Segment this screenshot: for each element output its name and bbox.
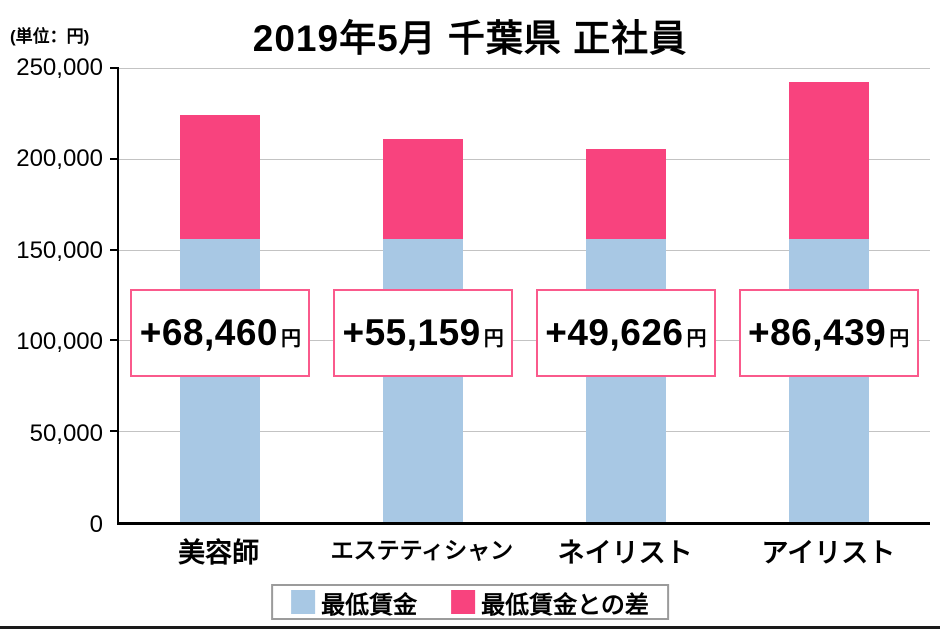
diff-label-box: +68,460 円 [130,288,311,377]
unit-label: (単位：円) [10,27,90,46]
segment-min-wage [180,239,261,522]
yen-suffix: 円 [889,327,910,350]
x-axis-label: エステティシャン [330,537,514,563]
segment-diff [788,82,869,240]
chart-title: 2019年5月 千葉県 正社員 [252,18,688,59]
x-axis-label: 美容師 [178,538,260,568]
diff-value: +86,439 [747,311,887,353]
y-tick-label: 0 [89,511,103,538]
yen-suffix: 円 [483,327,504,350]
gridline [119,431,930,433]
y-axis: 250,000 200,000 150,000 100,000 50,000 0 [0,54,109,538]
y-axis-tick [110,248,119,251]
y-axis-tick [110,339,119,342]
y-tick-label: 100,000 [16,328,103,356]
y-tick-label: 50,000 [29,419,103,447]
diff-label-box: +86,439 円 [738,288,919,377]
diff-label-box: +49,626 円 [535,288,716,377]
legend: 最低賃金 最低賃金との差 [271,584,669,620]
x-axis-label: アイリスト [761,538,896,568]
bar-3 [585,149,666,522]
diff-value: +49,626 [545,311,684,353]
bar-2 [383,139,464,522]
gridline [119,158,930,160]
y-tick-label: 150,000 [16,236,103,264]
gridline [119,249,930,251]
segment-min-wage [383,239,464,522]
segment-diff [383,139,464,240]
yen-suffix: 円 [281,327,302,350]
legend-label-diff: 最低賃金との差 [481,591,649,619]
y-axis-tick [110,67,119,69]
diff-value: +55,159 [342,311,481,353]
yen-suffix: 円 [686,327,707,350]
segment-min-wage [788,239,869,522]
segment-diff [180,114,261,240]
segment-diff [585,149,666,240]
plot-area: +68,460 円 +55,159 円 +49,626 円 +86,439 円 [110,67,930,525]
legend-swatch-diff [451,590,476,614]
gridline [119,340,930,342]
y-tick-label: 250,000 [16,54,103,81]
y-axis-tick [110,430,119,433]
x-axis-label: ネイリスト [557,538,693,568]
gridline [119,68,930,69]
bar-1 [180,114,261,522]
x-axis-labels: 美容師 エステティシャン ネイリスト アイリスト [117,531,930,570]
segment-min-wage [585,239,666,522]
bar-4 [788,82,869,522]
y-axis-tick [110,157,119,160]
legend-swatch-min-wage [291,590,316,614]
diff-label-box: +55,159 円 [333,288,514,377]
legend-label-min-wage: 最低賃金 [321,591,418,619]
diff-value: +68,460 [139,311,279,353]
bottom-border [0,626,940,629]
y-tick-label: 200,000 [16,145,103,173]
